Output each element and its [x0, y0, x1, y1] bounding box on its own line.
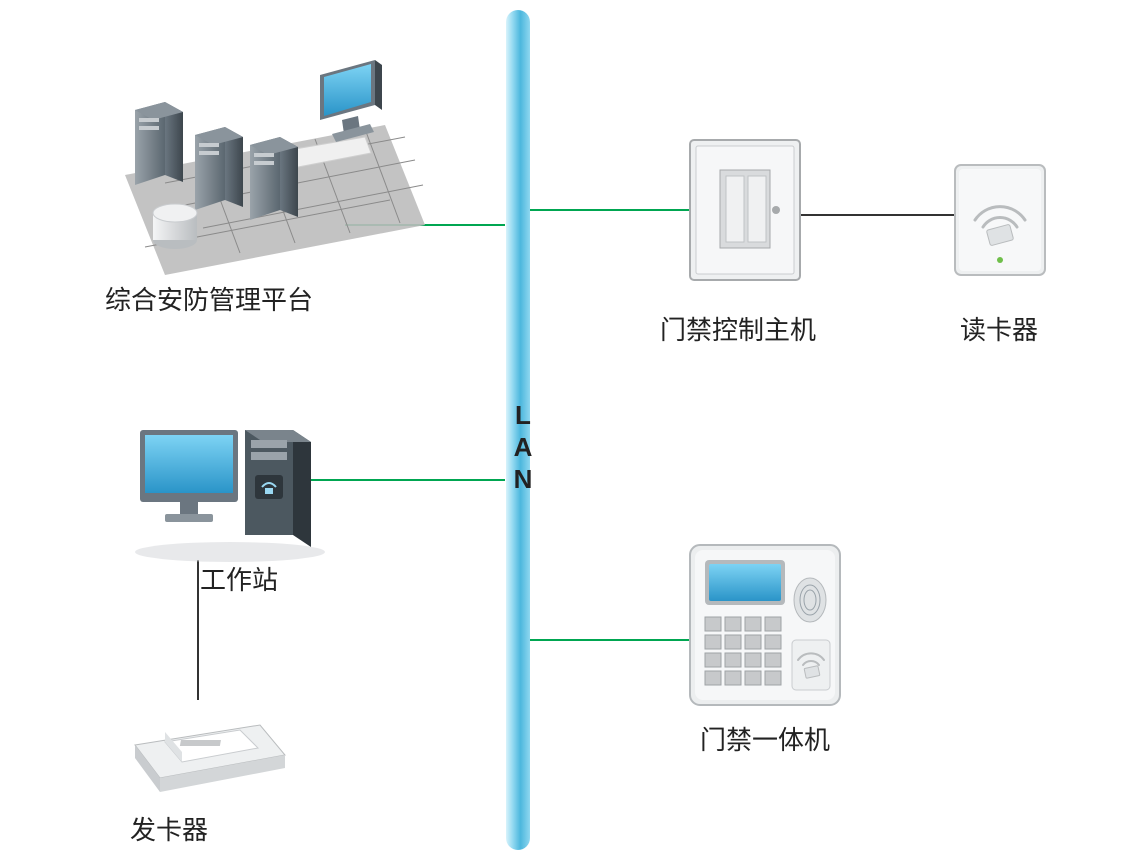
monitor-icon	[320, 60, 382, 142]
card-issuer-node	[135, 725, 285, 792]
platform-label: 综合安防管理平台	[105, 280, 313, 317]
storage-icon	[153, 204, 197, 249]
access-controller-node	[690, 140, 800, 280]
monitor-icon	[140, 430, 238, 522]
card-issuer-label: 发卡器	[130, 810, 208, 847]
lan-label: LAN	[507, 400, 538, 496]
network-diagram	[0, 0, 1140, 856]
workstation-label: 工作站	[200, 560, 278, 597]
workstation-node	[135, 430, 325, 562]
tower-icon	[245, 430, 311, 547]
platform-node	[125, 60, 425, 275]
card-reader-label: 读卡器	[960, 310, 1038, 347]
access-terminal-node	[690, 545, 840, 705]
access-terminal-label: 门禁一体机	[700, 720, 830, 757]
card-reader-node	[955, 165, 1045, 275]
access-controller-label: 门禁控制主机	[660, 310, 816, 347]
